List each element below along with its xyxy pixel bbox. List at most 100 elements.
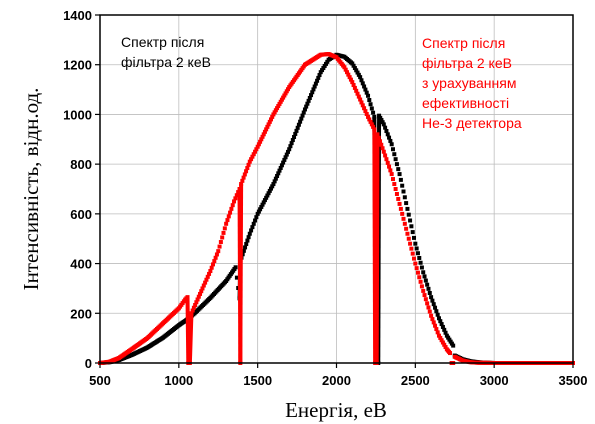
data-point [402,195,407,200]
data-point [371,110,376,115]
data-point [244,169,249,174]
data-point [234,193,239,198]
data-point [228,210,233,215]
data-point [205,274,210,279]
data-point [352,66,357,71]
data-point [387,164,392,169]
data-point [255,211,260,216]
data-point [266,122,271,127]
data-point [220,235,225,240]
y-tick-label: 1000 [63,107,92,122]
data-point [392,182,397,187]
data-point [259,204,264,209]
data-point [309,93,314,98]
data-point [275,173,280,178]
data-point [393,187,398,191]
annotation-line: фільтра 2 кеВ [121,54,211,70]
data-point [256,209,261,214]
data-point [251,152,256,157]
y-axis-title: Інтенсивність, відн.од. [19,88,43,291]
data-point [323,61,328,66]
data-point [388,168,393,173]
data-point [422,293,427,298]
x-tick-label: 3500 [559,373,588,388]
data-point [199,289,204,294]
data-point [232,199,237,204]
data-point [241,248,246,253]
data-point [427,290,432,295]
data-point [438,335,443,340]
grid-lines [100,15,573,363]
data-point [430,317,435,322]
data-point [381,122,386,127]
data-point [376,135,381,140]
data-point [401,216,406,221]
data-point [369,122,374,127]
data-point [304,104,309,109]
data-point [350,80,355,85]
data-point [198,291,203,296]
data-point [435,312,440,317]
data-point [320,68,325,73]
data-point [242,172,247,177]
data-point [279,163,284,168]
data-point [245,238,250,243]
data-point [360,103,365,108]
data-point [310,90,315,95]
y-tick-label: 0 [85,356,92,371]
x-tick-label: 2500 [401,373,430,388]
annotation-red: Спектр після фільтра 2 кеВ з урахуванням еф… [422,35,522,131]
data-point [189,311,194,316]
data-point [259,137,264,142]
data-point [283,91,288,96]
data-point [325,59,330,64]
data-point [295,125,300,130]
data-point [362,106,367,111]
data-point [413,261,418,266]
data-point [352,85,357,90]
data-point [258,207,263,212]
data-point [282,157,287,162]
data-point [364,90,369,95]
data-point [348,77,353,82]
data-point [289,141,294,146]
data-point [426,305,431,310]
y-axis: 0 200 400 600 800 1000 1200 1400 [63,8,100,371]
data-point [203,280,208,285]
data-point [279,97,284,102]
series-drop [187,313,194,364]
data-point [364,112,369,117]
data-point [250,154,255,159]
data-point [283,155,288,160]
data-point [190,308,195,313]
data-point [415,251,420,256]
data-point [368,119,373,124]
data-point [389,172,394,177]
data-point [191,305,196,310]
data-point [264,195,269,200]
data-point [277,168,282,173]
data-point [210,262,215,267]
data-point [393,157,398,162]
data-point [302,107,307,112]
data-point [254,215,259,220]
data-point [229,206,234,211]
data-point [389,142,394,147]
annotation-line: Спектр після [121,34,204,50]
data-point [387,135,392,140]
data-point [442,327,447,332]
data-point [392,152,397,157]
data-point [426,286,431,291]
data-point [222,226,227,231]
data-point [208,269,213,274]
data-point [355,70,360,75]
data-point [261,132,266,137]
data-point [233,196,238,201]
data-point [276,104,281,109]
data-point [438,319,443,324]
data-point [439,322,444,327]
data-point [380,120,385,125]
data-point [362,84,367,89]
data-point [318,70,323,75]
data-point [354,68,359,73]
